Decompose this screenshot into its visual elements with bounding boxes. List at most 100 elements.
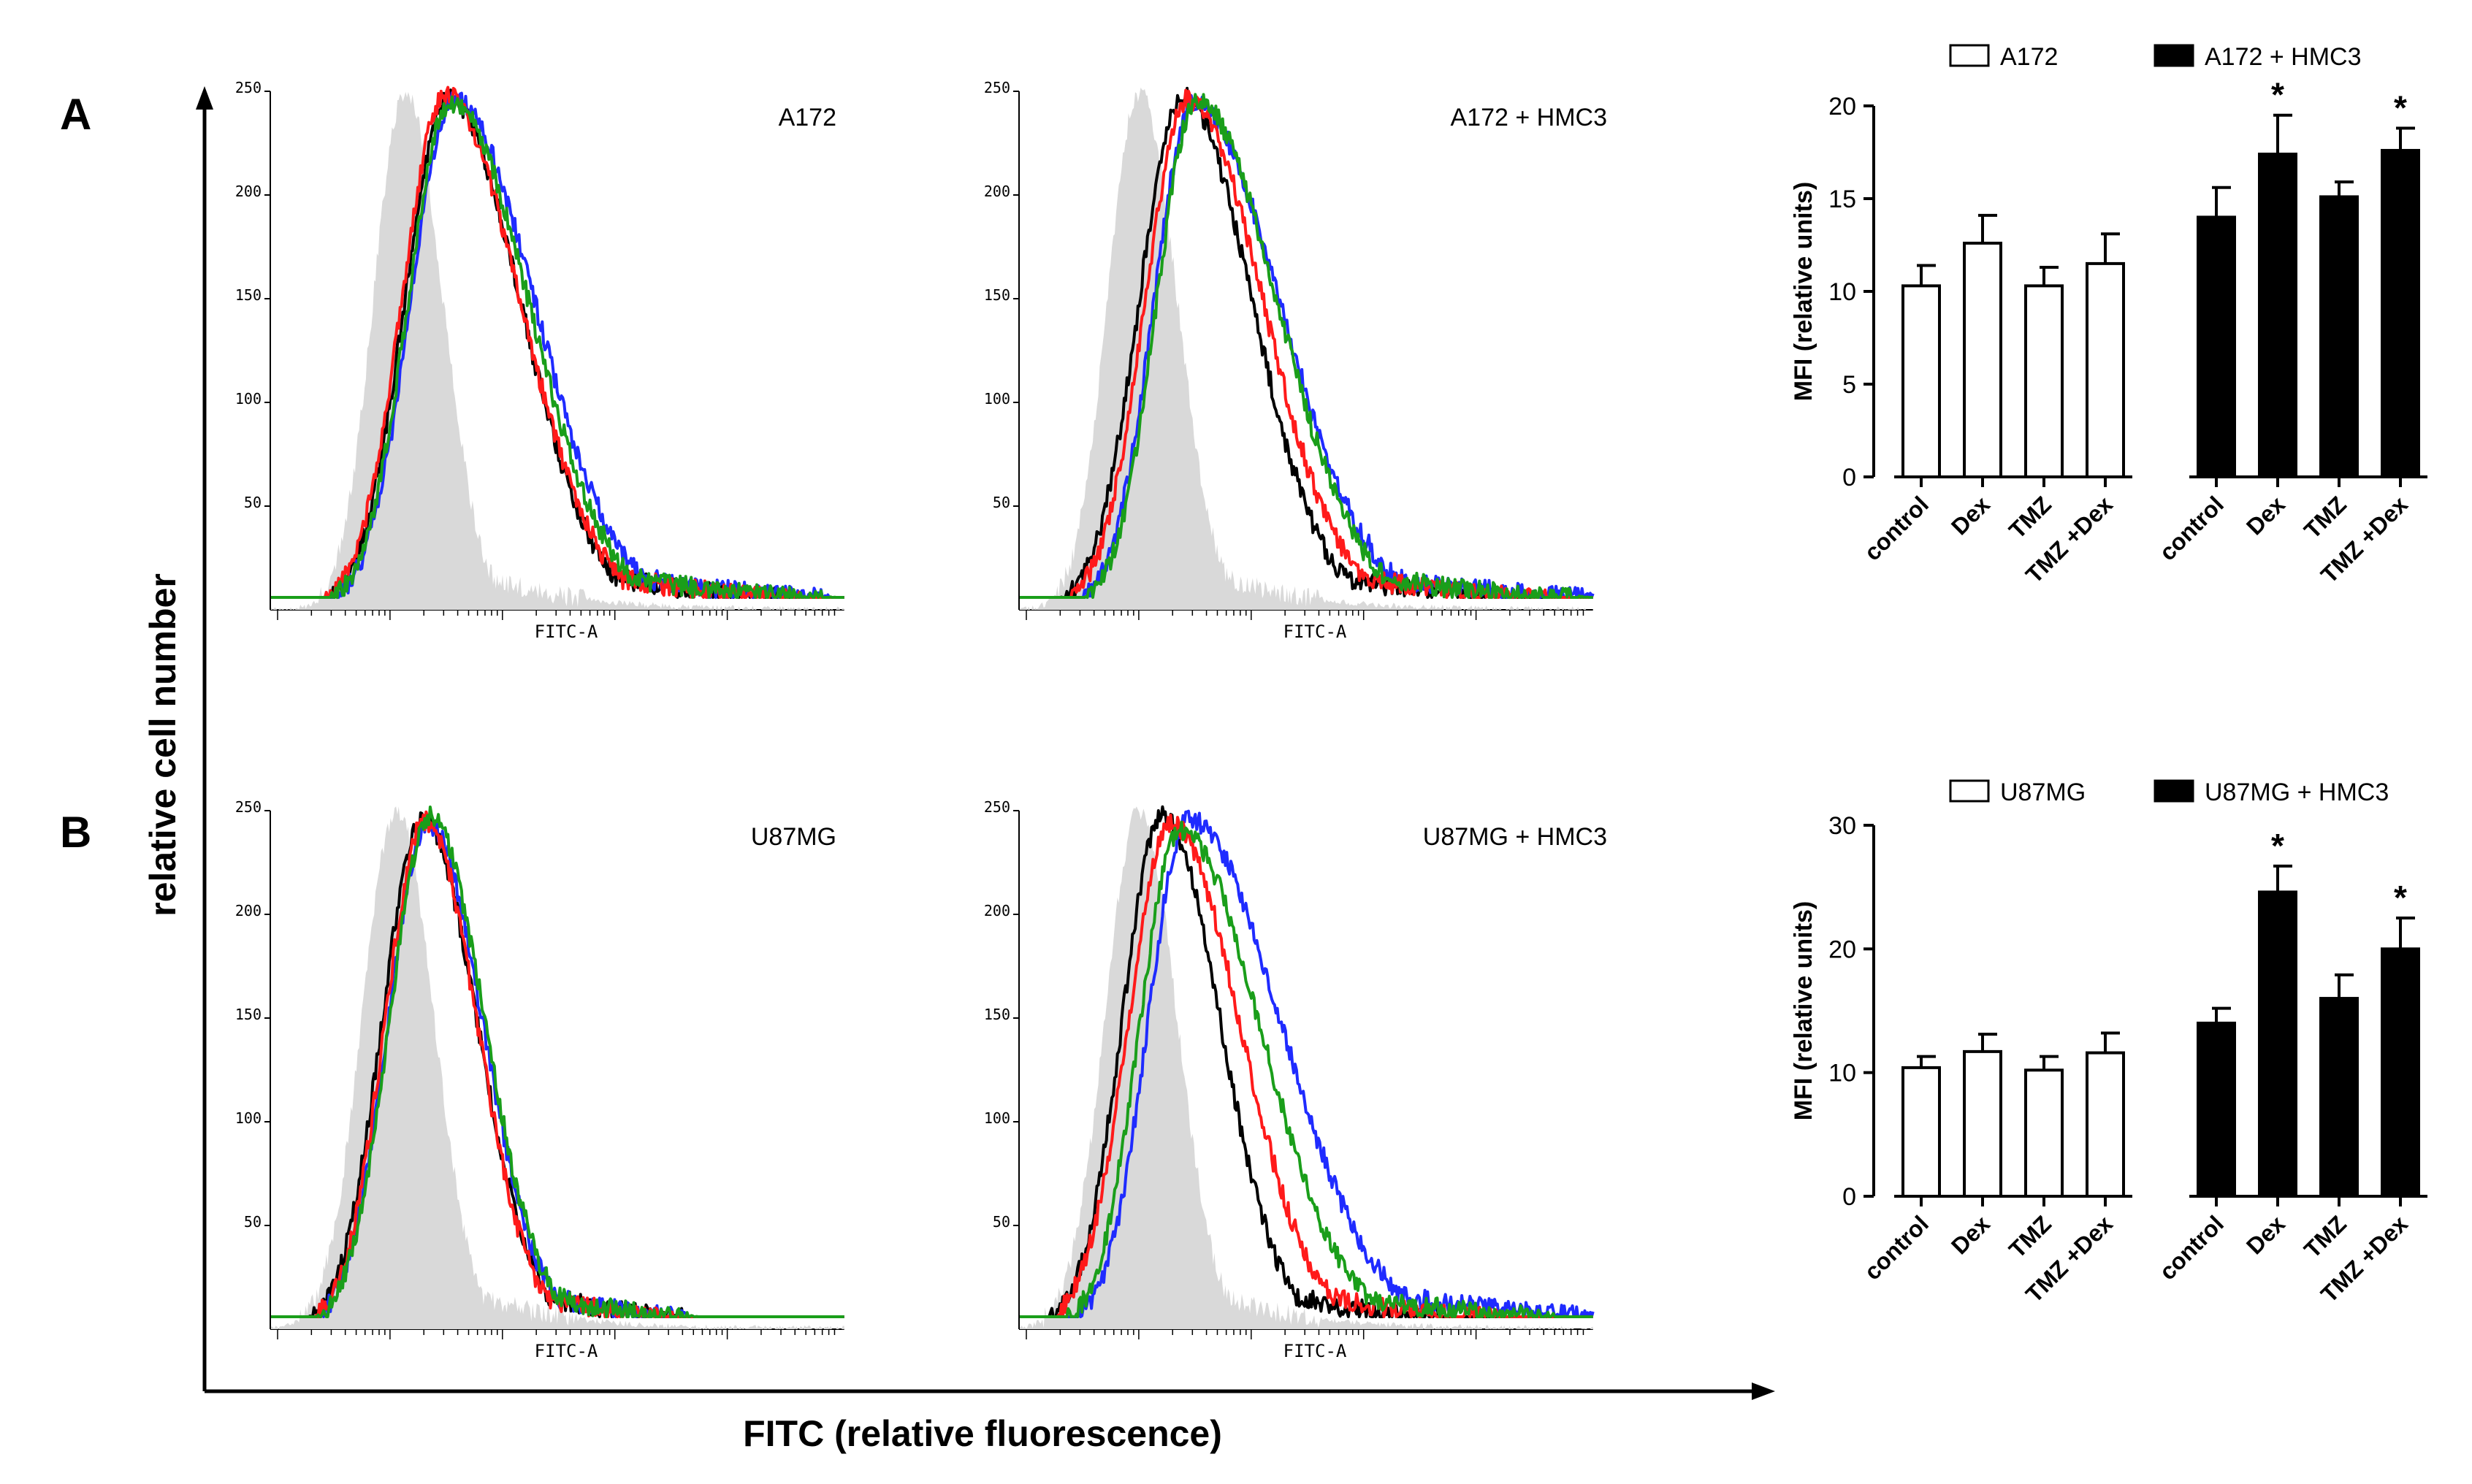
hist-x-label: FITC-A bbox=[535, 1341, 598, 1361]
hist-y-tick-label: 50 bbox=[993, 494, 1010, 511]
histogram-isotype-area bbox=[1019, 87, 1593, 610]
histogram-line-tmz-dex bbox=[1018, 93, 1593, 599]
hist-y-tick-label: 100 bbox=[984, 390, 1010, 408]
bar-y-tick-label: 20 bbox=[1828, 936, 1856, 963]
histogram-line-dex bbox=[1018, 809, 1595, 1318]
hist-y-tick-label: 150 bbox=[235, 1006, 262, 1023]
bar-category-label: Dex bbox=[2241, 1210, 2290, 1259]
hist-y-tick-label: 200 bbox=[984, 183, 1010, 200]
hist-title: A172 + HMC3 bbox=[1451, 104, 1608, 131]
bar-a172-tmz bbox=[2024, 284, 2064, 478]
hist-y-tick-label: 50 bbox=[993, 1213, 1010, 1231]
histogram-line-tmz bbox=[270, 85, 844, 599]
legend-swatch-a172 bbox=[1949, 44, 1990, 67]
hist-y-tick-label: 250 bbox=[235, 798, 262, 816]
bar-y-tick-label: 10 bbox=[1828, 1060, 1856, 1087]
bar-category-label: control bbox=[1859, 491, 1934, 565]
hist-y-tick-label: 200 bbox=[235, 183, 262, 200]
histogram-a172: 50 100 150 200 250 FITC-A A172 bbox=[235, 79, 844, 642]
bar-category-label: TMZ bbox=[2004, 1210, 2056, 1263]
histogram-line-tmz-dex bbox=[270, 806, 844, 1318]
hist-y-tick-label: 200 bbox=[235, 902, 262, 919]
bar-a172-tmz-dex bbox=[2086, 261, 2125, 478]
global-x-axis-arrowhead bbox=[1752, 1382, 1775, 1400]
bar-u87mg-hmc3-tmz-dex bbox=[2381, 947, 2420, 1198]
hist-title: U87MG + HMC3 bbox=[1423, 823, 1607, 851]
bar-a172-hmc3-tmz bbox=[2319, 195, 2359, 478]
hist-y-tick-label: 50 bbox=[244, 494, 262, 511]
bar-y-tick-label: 10 bbox=[1828, 278, 1856, 306]
bar-u87mg-dex bbox=[1963, 1049, 2002, 1198]
bar-category-label: TMZ bbox=[2004, 491, 2056, 543]
bar-y-tick-label: 15 bbox=[1828, 186, 1856, 213]
histogram-isotype-area bbox=[1019, 806, 1593, 1329]
bar-u87mg-hmc3-dex bbox=[2258, 890, 2297, 1198]
bar-y-tick-label: 0 bbox=[1842, 464, 1856, 492]
bar-a172-dex bbox=[1963, 241, 2002, 478]
histogram-isotype-area bbox=[270, 806, 844, 1329]
bar-a172-control bbox=[1901, 284, 1941, 478]
bar-a172-hmc3-tmz-dex bbox=[2381, 148, 2420, 479]
hist-y-tick-label: 100 bbox=[235, 1109, 262, 1127]
bar-category-label: Dex bbox=[1946, 491, 1995, 540]
hist-title: U87MG bbox=[751, 823, 836, 851]
bar-y-label: MFI (relative units) bbox=[1790, 901, 1817, 1120]
hist-y-tick-label: 250 bbox=[984, 798, 1010, 816]
bar-category-label: TMZ bbox=[2299, 491, 2351, 543]
histogram-isotype-area bbox=[270, 91, 844, 611]
histogram-line-tmz-dex bbox=[270, 95, 844, 599]
bar-a172-hmc3-control bbox=[2197, 215, 2236, 478]
bar-u87mg-tmz bbox=[2024, 1068, 2064, 1198]
panel-label-a: A bbox=[60, 90, 91, 139]
hist-y-tick-label: 150 bbox=[984, 286, 1010, 304]
legend-swatch-a172-hmc3 bbox=[2154, 44, 2194, 67]
bar-y-tick-label: 20 bbox=[1828, 93, 1856, 121]
bar-category-label: control bbox=[2154, 1210, 2229, 1285]
bar-u87mg-hmc3-tmz bbox=[2319, 997, 2359, 1198]
hist-y-tick-label: 100 bbox=[984, 1109, 1010, 1127]
bar-u87mg-control bbox=[1901, 1066, 1941, 1198]
bar-u87mg-hmc3-control bbox=[2197, 1021, 2236, 1198]
bar-y-tick-label: 5 bbox=[1842, 371, 1856, 399]
bar-chart-b: U87MG U87MG + HMC3 0 10 20 30 MFI (relative un… bbox=[1790, 779, 2427, 1307]
bar-u87mg-tmz-dex bbox=[2086, 1051, 2125, 1198]
hist-y-tick-label: 250 bbox=[984, 79, 1010, 96]
bar-category-label: Dex bbox=[1946, 1210, 1995, 1259]
hist-x-label: FITC-A bbox=[1283, 1341, 1347, 1361]
bar-chart-a: A172 A172 + HMC3 0 5 10 15 20 MFI (relative uni… bbox=[1790, 43, 2427, 588]
legend-label-u87mg: U87MG bbox=[2000, 779, 2086, 806]
significance-marker: * bbox=[2271, 827, 2284, 865]
hist-x-label: FITC-A bbox=[535, 621, 598, 642]
bar-category-label: control bbox=[2154, 491, 2229, 565]
hist-y-tick-label: 250 bbox=[235, 79, 262, 96]
histogram-u87mg: 50 100 150 200 250 FITC-A U87MG bbox=[235, 798, 844, 1361]
hist-x-label: FITC-A bbox=[1283, 621, 1347, 642]
legend-swatch-u87mg bbox=[1949, 779, 1990, 803]
legend-label-a172: A172 bbox=[2000, 43, 2058, 71]
hist-y-tick-label: 150 bbox=[235, 286, 262, 304]
bar-category-label: Dex bbox=[2241, 491, 2290, 540]
histogram-u87mg-hmc3: 50 100 150 200 250 FITC-A U87MG + HMC3 bbox=[984, 798, 1607, 1361]
significance-marker: * bbox=[2394, 88, 2407, 126]
bar-y-label: MFI (relative units) bbox=[1790, 182, 1817, 401]
histogram-a172-hmc3: 50 100 150 200 250 FITC-A A172 + HMC3 bbox=[984, 79, 1607, 642]
hist-y-tick-label: 100 bbox=[235, 390, 262, 408]
hist-y-tick-label: 50 bbox=[244, 1213, 262, 1231]
global-x-label: FITC (relative fluorescence) bbox=[743, 1413, 1222, 1454]
legend-swatch-u87mg-hmc3 bbox=[2154, 779, 2194, 803]
legend-label-a172-hmc3: A172 + HMC3 bbox=[2205, 43, 2362, 71]
bar-y-tick-label: 30 bbox=[1828, 812, 1856, 840]
hist-y-tick-label: 150 bbox=[984, 1006, 1010, 1023]
hist-title: A172 bbox=[779, 104, 836, 131]
significance-marker: * bbox=[2271, 76, 2284, 114]
bar-category-label: control bbox=[1859, 1210, 1934, 1285]
histogram-line-tmz-dex bbox=[1018, 820, 1593, 1318]
legend-label-u87mg-hmc3: U87MG + HMC3 bbox=[2205, 779, 2389, 806]
bar-a172-hmc3-dex bbox=[2258, 153, 2297, 478]
bar-y-tick-label: 0 bbox=[1842, 1183, 1856, 1211]
panel-label-b: B bbox=[60, 808, 91, 857]
bar-category-label: TMZ bbox=[2299, 1210, 2351, 1263]
hist-y-tick-label: 200 bbox=[984, 902, 1010, 919]
significance-marker: * bbox=[2394, 879, 2407, 917]
